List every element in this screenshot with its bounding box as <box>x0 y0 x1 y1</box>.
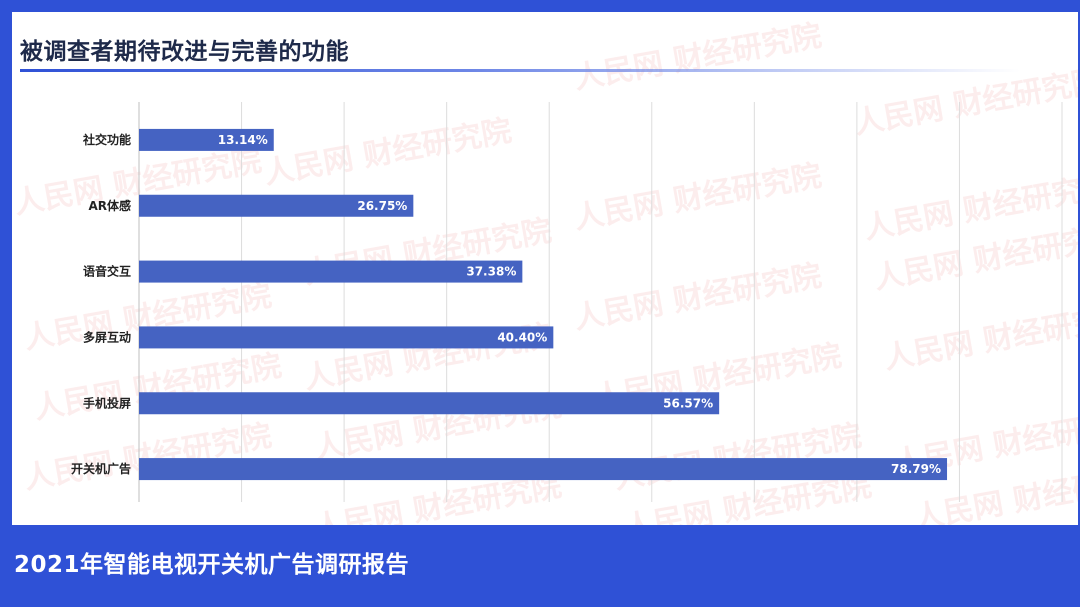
data-label: 37.38% <box>466 265 516 279</box>
bar <box>139 326 554 349</box>
category-label: 语音交互 <box>83 264 131 279</box>
page-title: 被调查者期待改进与完善的功能 <box>20 39 349 65</box>
footer-title: 2021年智能电视开关机广告调研报告 <box>14 552 410 578</box>
bar <box>139 260 523 283</box>
data-label: 40.40% <box>497 330 547 344</box>
category-label: 社交功能 <box>82 132 131 147</box>
data-label: 56.57% <box>663 396 713 410</box>
bar <box>139 128 274 151</box>
category-label: 多屏互动 <box>83 329 131 344</box>
bar <box>139 458 948 481</box>
footer-bar: 2021年智能电视开关机广告调研报告 <box>0 525 1080 607</box>
data-label: 13.14% <box>218 133 268 147</box>
category-label: 开关机广告 <box>71 461 131 476</box>
category-label: 手机投屏 <box>83 395 131 410</box>
bar <box>139 194 414 217</box>
bar-chart: 社交功能 13.14% AR体感 26.75% 语音交互 37.38% 多屏互动 40.40%… <box>71 102 1063 502</box>
data-label: 26.75% <box>357 199 407 213</box>
data-label: 78.79% <box>891 462 941 476</box>
top-brand-strip <box>0 0 1080 12</box>
bar <box>139 392 720 415</box>
title-underline <box>20 69 1020 72</box>
slide-card: 人民网 财经研究院 人民网 财经研究院 人民网 财经研究院 人民网 财经研究院 人民网 … <box>12 12 1078 525</box>
category-label: AR体感 <box>88 198 131 213</box>
